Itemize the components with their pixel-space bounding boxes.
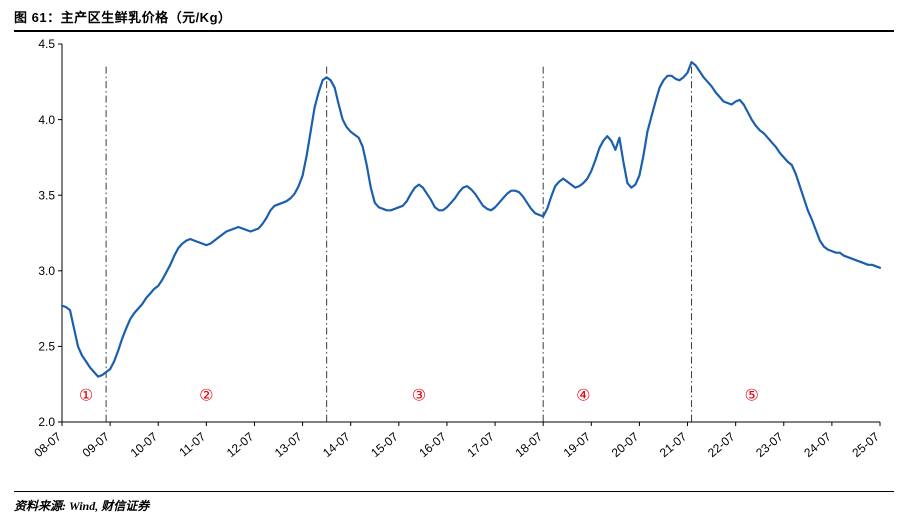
source-note: 资料来源: Wind, 财信证券 — [14, 499, 150, 513]
phase-labels: ① ② ③ ④ ⑤ — [79, 387, 759, 404]
phase-label: ① — [79, 387, 93, 404]
x-tick-label: 19-07 — [561, 429, 594, 460]
x-tick-label: 16-07 — [416, 429, 449, 460]
x-tick-label: 14-07 — [320, 429, 353, 460]
x-tick-label: 10-07 — [128, 429, 161, 460]
x-tick-label: 08-07 — [31, 429, 64, 460]
price-line — [60, 61, 882, 378]
y-tick-label: 3.0 — [38, 264, 55, 278]
x-tick-label: 22-07 — [705, 429, 738, 460]
series — [60, 61, 882, 378]
x-tick-label: 13-07 — [272, 429, 305, 460]
x-tick-label: 23-07 — [753, 429, 786, 460]
x-tick-label: 25-07 — [849, 429, 882, 460]
chart-area: 2.0 2.5 3.0 3.5 4.0 4.5 08-07 09-07 10-07 11-07 12… — [14, 36, 894, 489]
x-tick-label: 18-07 — [513, 429, 546, 460]
phase-label: ③ — [412, 387, 426, 404]
x-axis-ticks: 08-07 09-07 10-07 11-07 12-07 13-07 14-07 15-07… — [31, 422, 882, 460]
figure-title: 图 61：主产区生鲜乳价格（元/Kg） — [14, 10, 232, 25]
phase-label: ⑤ — [745, 387, 759, 404]
x-tick-label: 20-07 — [609, 429, 642, 460]
x-tick-label: 24-07 — [801, 429, 834, 460]
title-rule — [14, 30, 894, 32]
y-tick-label: 4.0 — [38, 113, 55, 127]
phase-label: ② — [199, 387, 213, 404]
axes — [61, 44, 880, 423]
price-line-chart: 2.0 2.5 3.0 3.5 4.0 4.5 08-07 09-07 10-07 11-07 12… — [31, 37, 882, 460]
y-tick-label: 2.5 — [38, 340, 55, 354]
x-tick-label: 17-07 — [464, 429, 497, 460]
footer-rule — [14, 491, 894, 492]
x-tick-label: 11-07 — [176, 429, 208, 459]
phase-label: ④ — [576, 387, 590, 404]
x-tick-label: 15-07 — [368, 429, 401, 460]
x-tick-label: 12-07 — [224, 429, 257, 460]
y-tick-label: 4.5 — [38, 37, 55, 51]
y-axis-ticks: 2.0 2.5 3.0 3.5 4.0 4.5 — [38, 37, 62, 429]
x-tick-label: 21-07 — [657, 429, 690, 460]
y-tick-label: 2.0 — [38, 415, 55, 429]
divider-lines — [105, 66, 693, 422]
y-tick-label: 3.5 — [38, 188, 55, 202]
x-tick-label: 09-07 — [80, 429, 113, 460]
